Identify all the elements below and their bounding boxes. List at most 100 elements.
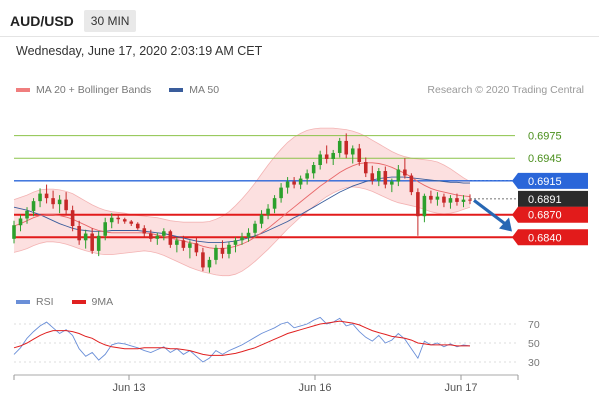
candle-body (220, 247, 225, 254)
candle-body (57, 199, 62, 205)
candle-body (396, 169, 401, 182)
candle-body (175, 240, 179, 245)
candle-body (357, 148, 362, 162)
candle-body (44, 193, 49, 199)
timeframe-badge[interactable]: 30 MIN (83, 10, 137, 32)
candle-body (168, 231, 173, 245)
current-price-box (518, 190, 588, 207)
candle-body (96, 235, 101, 251)
candle-body (403, 169, 407, 176)
candle-body (461, 199, 466, 202)
candle-body (266, 208, 270, 215)
candle-body (38, 193, 42, 202)
candle-body (318, 154, 322, 166)
candle-body (298, 178, 303, 185)
candle-body (12, 225, 16, 239)
bb-upper-line (13, 127, 471, 223)
candle-body (272, 198, 277, 209)
candle-body (233, 240, 238, 245)
candle-body (31, 201, 36, 211)
candle-body (142, 228, 147, 234)
x-tick-label: Jun 17 (444, 382, 477, 394)
x-tick-label: Jun 13 (112, 382, 145, 394)
candle-body (122, 219, 127, 222)
x-tick-label: Jun 16 (298, 382, 331, 394)
forecast-arrow-shaft (473, 199, 507, 226)
candle-body (442, 196, 446, 203)
candle-body (25, 210, 29, 219)
bollinger-band (14, 128, 470, 276)
candle-body (51, 198, 55, 205)
candle-body (181, 240, 186, 248)
candle-body (331, 152, 335, 159)
rsi-ma9-line (13, 320, 470, 356)
candle-body (324, 154, 329, 159)
candle-body (246, 232, 251, 238)
pivot-label-box (512, 172, 588, 189)
candle-body (18, 218, 23, 226)
candle-body (109, 217, 114, 223)
rsi-swatch (16, 300, 30, 304)
support-label-box (512, 229, 588, 246)
candle-body (285, 181, 290, 188)
candle-body (383, 171, 388, 185)
candle-body (240, 237, 244, 241)
candle-body (455, 198, 459, 202)
candle-body (207, 259, 212, 268)
resistance-label: 0.6945 (528, 153, 562, 165)
candle-body (377, 171, 381, 181)
candle-body (292, 181, 296, 185)
candle-body (344, 140, 349, 155)
candle-body (363, 162, 368, 174)
candle-body (422, 195, 427, 217)
candle-body (448, 198, 453, 203)
candle-body (116, 217, 121, 220)
candle-body (135, 223, 140, 229)
candle-body (162, 231, 166, 236)
candle-body (214, 247, 218, 260)
header-divider (0, 36, 599, 37)
resistance-label: 0.6975 (528, 131, 562, 143)
candle-body (188, 243, 192, 248)
header: AUD/USD 30 MIN (10, 8, 137, 34)
rsi-tick-label: 50 (528, 338, 540, 350)
candle-body (83, 233, 88, 241)
support-label: 0.6870 (528, 210, 562, 222)
candle-body (194, 243, 199, 253)
candle-body (90, 233, 94, 251)
rsi-tick-label: 70 (528, 319, 540, 331)
candle-body (103, 222, 107, 236)
credit-text: Research © 2020 Trading Central (427, 84, 584, 96)
candle-body (70, 210, 75, 226)
candle-body (416, 192, 420, 217)
ma-bb-legend-label: MA 20 + Bollinger Bands (36, 84, 152, 96)
candle-body (77, 226, 81, 241)
candle-body (409, 175, 414, 193)
support-label: 0.6840 (528, 232, 562, 244)
candle-body (337, 140, 342, 153)
rsi-legend: RSI 9MA (16, 296, 113, 308)
rsi-tick-label: 30 (528, 357, 540, 369)
candle-body (311, 165, 316, 174)
current-price-label: 0.6891 (528, 194, 562, 206)
candle-body (468, 199, 472, 201)
symbol-label: AUD/USD (10, 13, 74, 29)
ma9-legend-label: 9MA (91, 296, 114, 308)
bb-lower-line (13, 186, 471, 277)
rsi-line (13, 316, 471, 363)
candle-body (429, 195, 433, 200)
candle-body (370, 173, 375, 181)
candle-body (201, 252, 205, 268)
candle-body (149, 233, 153, 239)
candle-body (129, 221, 134, 224)
candle-body (305, 173, 309, 179)
candle-body (64, 199, 68, 211)
support-label-box (512, 206, 588, 223)
candle-body (350, 148, 355, 155)
ma-bb-swatch (16, 88, 30, 92)
candle-body (253, 223, 257, 233)
candle-body (279, 187, 283, 199)
candle-body (155, 235, 160, 239)
ma50-swatch (169, 88, 184, 92)
